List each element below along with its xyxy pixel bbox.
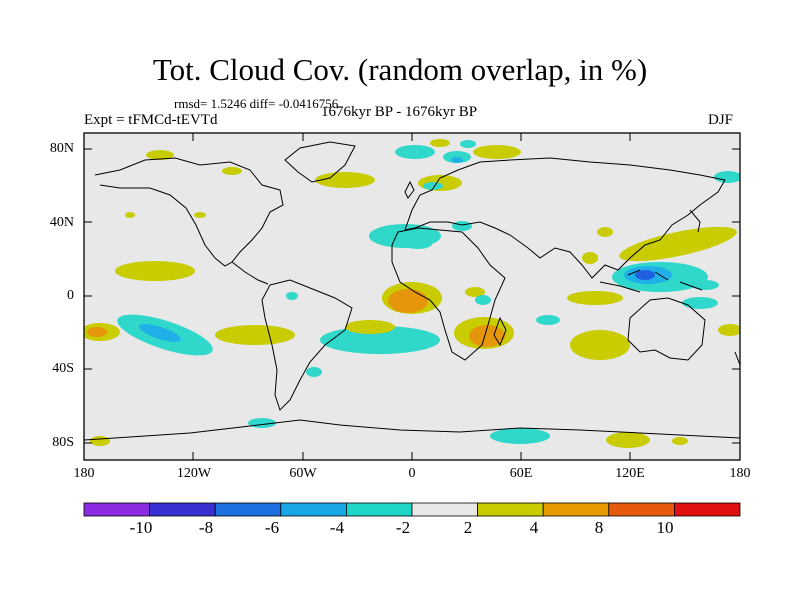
y-tick-0: 0 — [67, 288, 74, 303]
colorbar — [83, 502, 741, 517]
field-atlantic-yellow — [315, 172, 375, 188]
field-ross-yellow — [90, 436, 110, 446]
coast-madagascar — [493, 316, 507, 347]
field-south-atlantic-cyan — [320, 326, 440, 354]
field-maritime-blue — [635, 270, 655, 280]
colorbar-label-4: 4 — [529, 518, 539, 537]
x-tick-120w: 120W — [176, 466, 212, 481]
coast-central-america — [231, 261, 269, 285]
coast-uk — [404, 180, 415, 199]
colorbar-swatch — [411, 502, 478, 517]
colorbar-label-neg6: -6 — [264, 518, 280, 537]
colorbar-label-neg10: -10 — [129, 518, 153, 537]
field-coral-sea-cyan — [682, 297, 718, 309]
colorbar-label-10: 10 — [656, 518, 674, 537]
y-tick-40n: 40N — [49, 215, 74, 230]
field-congo-orange — [388, 289, 428, 313]
field-north-africa-cyan — [404, 239, 432, 249]
field-pacific-dot-2 — [194, 212, 206, 218]
field-west-pacific-yellow — [619, 226, 737, 262]
field-north-pacific — [146, 150, 174, 160]
coast-europe-asia — [404, 157, 726, 279]
coast-north-america — [94, 157, 284, 267]
plot-title: Tot. Cloud Cov. (random overlap, in %) — [152, 52, 648, 87]
field-scandinavia-blue — [451, 157, 463, 163]
coast-australia — [627, 297, 706, 361]
field-east-africa-yellow — [465, 287, 485, 297]
colorbar-label-2: 2 — [463, 518, 473, 537]
colorbar-label-neg4: -4 — [329, 518, 345, 537]
field-antarctic-yellow — [606, 432, 650, 448]
coast-japan — [689, 209, 701, 233]
experiment-label: Expt = tFMCd-tEVTd — [84, 112, 218, 128]
field-amazon-cyan — [286, 292, 298, 300]
colorbar-swatch — [345, 502, 413, 517]
x-tick-180w: 180 — [73, 466, 95, 481]
field-pacific-east-cyan — [691, 280, 719, 290]
colorbar-swatch — [542, 502, 610, 517]
field-chile-yellow — [215, 325, 295, 345]
field-antarctic-yellow-2 — [672, 437, 688, 445]
y-tick-80s: 80S — [52, 435, 74, 450]
x-tick-60e: 60E — [509, 466, 533, 481]
field-canada-yellow — [222, 167, 242, 175]
field-antarctic-cyan — [490, 428, 550, 444]
field-north-atlantic-cyan — [395, 145, 435, 159]
field-tasman-yellow — [718, 324, 740, 336]
coastlines — [84, 141, 740, 441]
season-label: DJF — [708, 112, 734, 128]
coast-indonesia — [599, 269, 703, 293]
coast-greenland — [284, 141, 356, 183]
field-far-south-pacific-orange — [87, 327, 107, 337]
period-label: 1676kyr BP - 1676kyr BP — [321, 104, 478, 120]
colorbar-label-neg2: -2 — [395, 518, 411, 537]
colorbar-swatch — [477, 502, 544, 517]
x-tick-60w: 60W — [289, 466, 317, 481]
x-tick-120e: 120E — [615, 466, 645, 481]
field-australia-yellow — [570, 330, 630, 360]
field-pacific-dot-1 — [125, 212, 135, 218]
field-arctic-yellow — [430, 139, 450, 147]
anomaly-fields — [84, 139, 740, 448]
coast-antarctica — [84, 419, 740, 441]
field-horn-cyan — [475, 295, 491, 305]
y-tick-80n: 80N — [49, 141, 74, 156]
field-arctic-cyan — [460, 140, 476, 148]
field-china-yellow — [597, 227, 613, 237]
coast-new-zealand — [734, 351, 740, 366]
y-tick-40s: 40S — [52, 361, 74, 376]
field-south-atlantic-yellow — [345, 320, 395, 334]
colorbar-label-8: 8 — [594, 518, 604, 537]
colorbar-label-neg8: -8 — [198, 518, 214, 537]
field-indian-south-cyan — [536, 315, 560, 325]
colorbar-swatch — [674, 502, 741, 517]
field-mediterranean-cyan — [452, 221, 472, 231]
colorbar-swatch — [280, 502, 347, 517]
stats-text: rmsd= 1.5246 diff= -0.0416756 — [174, 96, 339, 111]
field-india-yellow — [582, 252, 598, 264]
field-europe-cyan — [423, 182, 443, 190]
field-nw-pacific-cyan — [714, 171, 740, 183]
colorbar-swatch — [149, 502, 216, 517]
field-central-pacific-yellow — [115, 261, 195, 281]
field-barents-yellow — [473, 145, 521, 159]
colorbar-swatch — [608, 502, 675, 517]
field-argentina-cyan — [306, 367, 322, 377]
field-south-pacific-lightblue — [138, 324, 182, 342]
colorbar-swatch — [83, 502, 150, 517]
x-tick-0: 0 — [408, 466, 416, 481]
field-indian-yellow — [567, 291, 623, 305]
colorbar-swatch — [214, 502, 282, 517]
axis-ticks — [84, 133, 740, 460]
x-tick-180e: 180 — [729, 466, 751, 481]
coast-africa — [391, 227, 506, 361]
coast-south-america — [261, 279, 353, 411]
